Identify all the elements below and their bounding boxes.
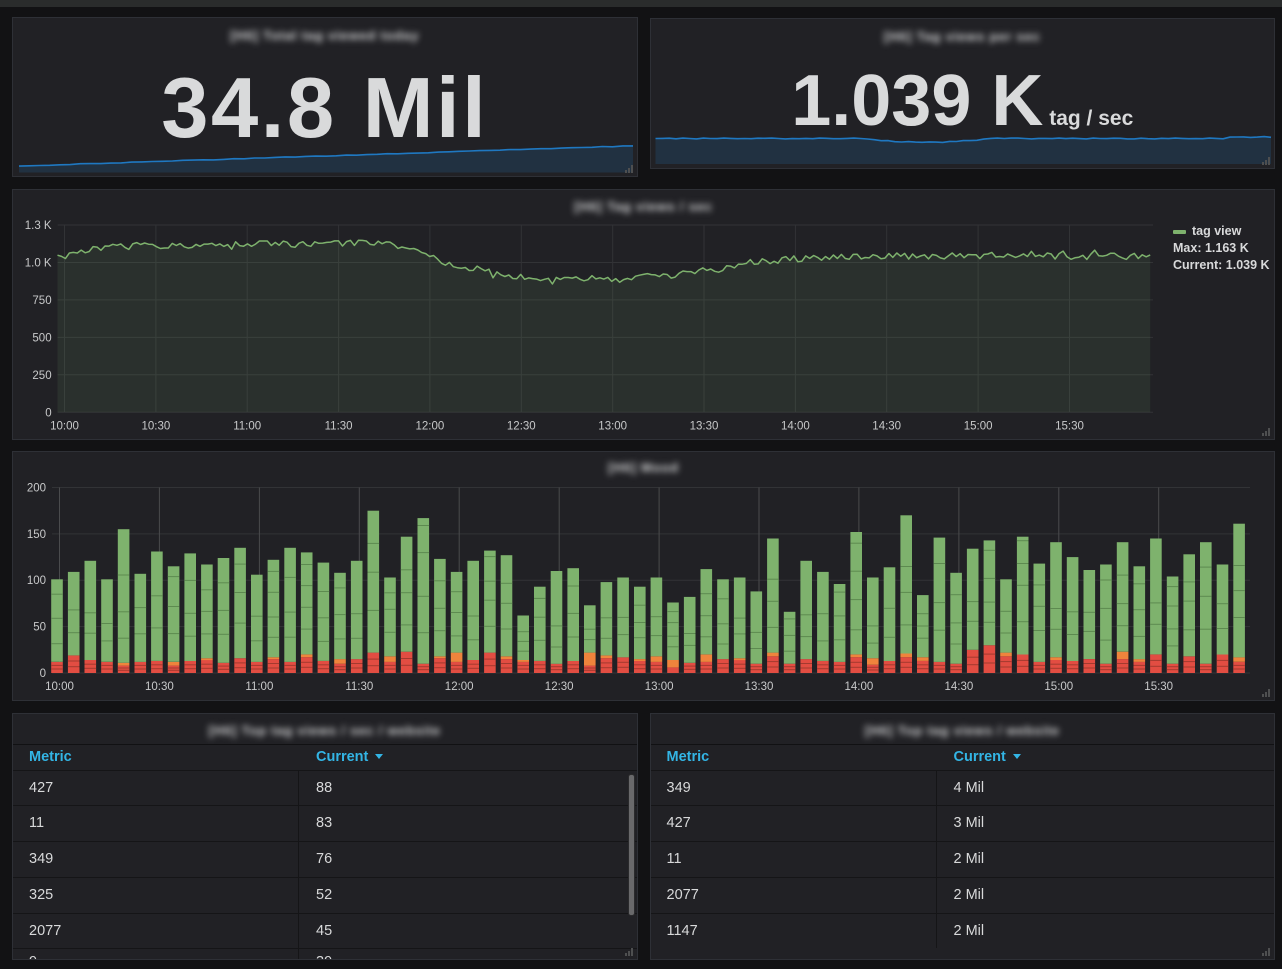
svg-text:13:30: 13:30 — [690, 420, 719, 432]
svg-text:1.0 K: 1.0 K — [25, 258, 52, 270]
svg-text:13:00: 13:00 — [645, 681, 674, 693]
svg-text:11:00: 11:00 — [233, 420, 261, 432]
svg-text:10:00: 10:00 — [45, 681, 74, 693]
svg-text:12:30: 12:30 — [545, 681, 574, 693]
svg-text:1.3 K: 1.3 K — [25, 220, 52, 232]
svg-text:500: 500 — [32, 332, 51, 344]
svg-text:13:00: 13:00 — [598, 420, 627, 432]
svg-text:15:30: 15:30 — [1055, 420, 1084, 432]
svg-text:100: 100 — [27, 575, 46, 587]
svg-text:10:00: 10:00 — [50, 420, 79, 432]
svg-text:15:00: 15:00 — [1044, 681, 1073, 693]
svg-text:15:00: 15:00 — [964, 420, 993, 432]
svg-text:12:00: 12:00 — [445, 681, 474, 693]
svg-text:12:30: 12:30 — [507, 420, 536, 432]
svg-text:50: 50 — [33, 621, 46, 633]
svg-text:11:00: 11:00 — [245, 681, 273, 693]
svg-text:150: 150 — [27, 528, 46, 540]
svg-text:14:00: 14:00 — [781, 420, 810, 432]
svg-text:11:30: 11:30 — [345, 681, 373, 693]
svg-text:10:30: 10:30 — [142, 420, 171, 432]
svg-text:14:00: 14:00 — [845, 681, 874, 693]
svg-text:12:00: 12:00 — [416, 420, 445, 432]
svg-text:200: 200 — [27, 482, 46, 494]
svg-text:750: 750 — [32, 295, 51, 307]
svg-text:13:30: 13:30 — [745, 681, 774, 693]
svg-text:15:30: 15:30 — [1144, 681, 1173, 693]
svg-text:0: 0 — [45, 407, 51, 419]
svg-text:0: 0 — [40, 668, 46, 680]
svg-text:11:30: 11:30 — [325, 420, 353, 432]
svg-text:14:30: 14:30 — [872, 420, 901, 432]
svg-text:14:30: 14:30 — [945, 681, 974, 693]
svg-text:250: 250 — [32, 370, 51, 382]
svg-text:10:30: 10:30 — [145, 681, 174, 693]
